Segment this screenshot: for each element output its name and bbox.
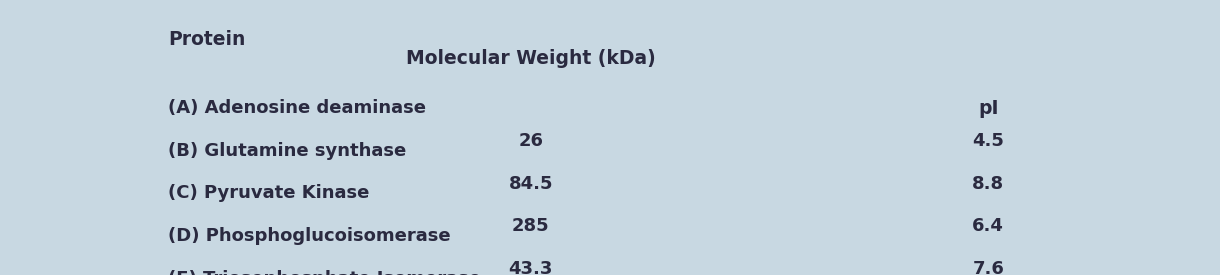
Text: 6.4: 6.4: [972, 217, 1004, 235]
Text: (B) Glutamine synthase: (B) Glutamine synthase: [168, 142, 406, 160]
Text: 26: 26: [518, 132, 543, 150]
Text: 285: 285: [512, 217, 549, 235]
Text: pI: pI: [978, 99, 998, 118]
Text: 8.8: 8.8: [972, 175, 1004, 192]
Text: Molecular Weight (kDa): Molecular Weight (kDa): [406, 50, 655, 68]
Text: 7.6: 7.6: [972, 260, 1004, 275]
Text: 84.5: 84.5: [509, 175, 553, 192]
Text: (A) Adenosine deaminase: (A) Adenosine deaminase: [168, 99, 426, 117]
Text: Protein: Protein: [168, 30, 245, 49]
Text: (D) Phosphoglucoisomerase: (D) Phosphoglucoisomerase: [168, 227, 451, 245]
Text: 4.5: 4.5: [972, 132, 1004, 150]
Text: (C) Pyruvate Kinase: (C) Pyruvate Kinase: [168, 184, 370, 202]
Text: (E) Triosephosphate Isomerase: (E) Triosephosphate Isomerase: [168, 270, 482, 275]
Text: 43.3: 43.3: [509, 260, 553, 275]
